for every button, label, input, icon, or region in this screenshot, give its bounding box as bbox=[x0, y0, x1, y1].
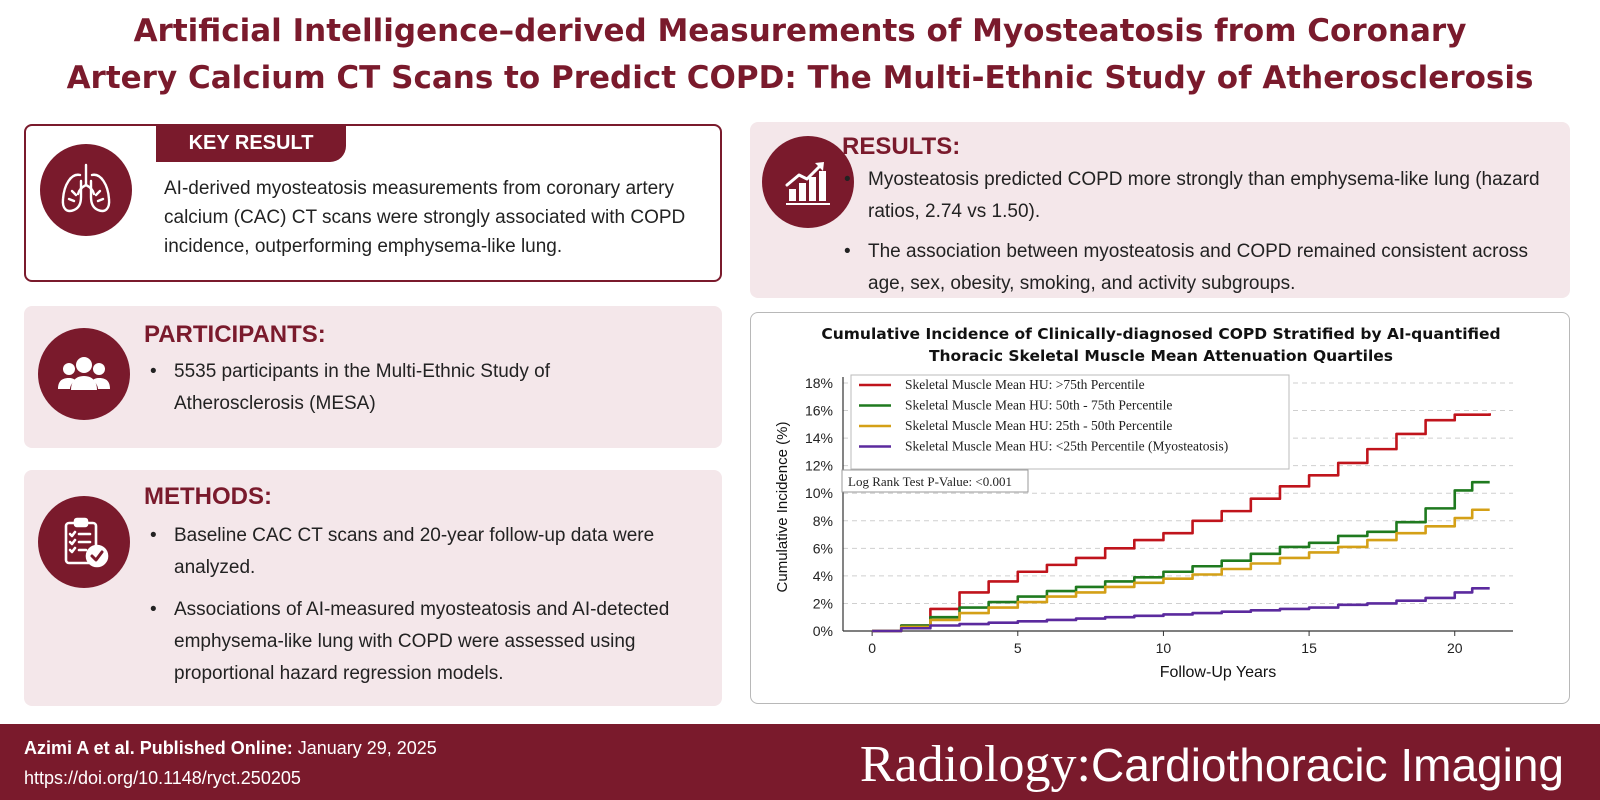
y-tick-label: 4% bbox=[813, 568, 833, 584]
legend-entry: Skeletal Muscle Mean HU: 25th - 50th Per… bbox=[905, 418, 1172, 433]
x-tick-label: 10 bbox=[1156, 640, 1172, 656]
legend-box bbox=[850, 374, 1290, 470]
y-tick-label: 8% bbox=[813, 513, 833, 529]
doi-link[interactable]: https://doi.org/10.1148/ryct.250205 bbox=[24, 768, 301, 788]
lungs-icon bbox=[40, 144, 132, 236]
results-heading: RESULTS: bbox=[842, 133, 961, 160]
log-rank-annotation: Log Rank Test P-Value: <0.001 bbox=[848, 474, 1012, 489]
legend-entry: Skeletal Muscle Mean HU: >75th Percentil… bbox=[905, 377, 1145, 392]
y-tick-label: 12% bbox=[805, 458, 833, 474]
chart-title-line-1: Cumulative Incidence of Clinically-diagn… bbox=[821, 325, 1501, 343]
key-result-label: KEY RESULT bbox=[156, 124, 346, 162]
list-item: 5535 participants in the Multi-Ethnic St… bbox=[146, 356, 646, 420]
clipboard-check-icon bbox=[38, 496, 130, 588]
series-line bbox=[872, 480, 1490, 633]
list-item: Baseline CAC CT scans and 20-year follow… bbox=[146, 520, 691, 584]
citation-date: January 29, 2025 bbox=[292, 738, 437, 758]
participants-heading: PARTICIPANTS: bbox=[144, 321, 326, 348]
list-item: Myosteatosis predicted COPD more strongl… bbox=[840, 164, 1540, 228]
results-panel: RESULTS: Myosteatosis predicted COPD mor… bbox=[750, 122, 1570, 298]
legend-entry: Skeletal Muscle Mean HU: 50th - 75th Per… bbox=[905, 398, 1172, 413]
journal-logo-part2: Cardiothoracic Imaging bbox=[1090, 739, 1564, 791]
methods-list: Baseline CAC CT scans and 20-year follow… bbox=[146, 520, 691, 690]
annotation-box bbox=[841, 469, 1029, 493]
y-axis-label: Cumulative Incidence (%) bbox=[774, 422, 791, 593]
y-tick-label: 2% bbox=[813, 595, 833, 611]
bar-chart-growth-icon bbox=[762, 136, 854, 228]
footer-bar: Azimi A et al. Published Online: January… bbox=[0, 724, 1600, 800]
title-line-1: Artificial Intelligence–derived Measurem… bbox=[133, 13, 1467, 49]
journal-logo-part1: Radiology: bbox=[859, 736, 1091, 793]
cumulative-incidence-chart: 0% 2% 4% 6% 8% 10% 12% 14% 16% 18% 0 5 10 15 20 Follow-… bbox=[774, 374, 1513, 681]
legend-entry: Skeletal Muscle Mean HU: <25th Percentil… bbox=[905, 439, 1228, 454]
citation-authors: Azimi A et al. Published Online: bbox=[24, 738, 293, 758]
journal-logo: Radiology:Cardiothoracic Imaging bbox=[860, 732, 1564, 800]
methods-panel: METHODS: Baseline CAC CT scans and 20-ye… bbox=[24, 470, 722, 706]
series-line bbox=[872, 413, 1491, 633]
x-tick-label: 20 bbox=[1447, 640, 1463, 656]
chart-panel: Cumulative Incidence of Clinically-diagn… bbox=[750, 312, 1570, 704]
x-tick-label: 5 bbox=[1014, 640, 1022, 656]
people-group-icon bbox=[38, 328, 130, 420]
y-tick-label: 6% bbox=[813, 540, 833, 556]
series-line bbox=[872, 586, 1490, 633]
y-tick-label: 14% bbox=[805, 430, 833, 446]
list-item: Associations of AI-measured myosteatosis… bbox=[146, 594, 691, 690]
participants-list: 5535 participants in the Multi-Ethnic St… bbox=[146, 356, 646, 420]
y-tick-label: 10% bbox=[805, 485, 833, 501]
title-line-2: Artery Calcium CT Scans to Predict COPD:… bbox=[66, 60, 1534, 96]
series-line bbox=[872, 508, 1490, 633]
y-tick-label: 18% bbox=[805, 375, 833, 391]
methods-heading: METHODS: bbox=[144, 483, 272, 510]
x-tick-label: 0 bbox=[868, 640, 876, 656]
key-result-panel: KEY RESULT AI-derived myosteatosis measu… bbox=[24, 124, 722, 282]
participants-panel: PARTICIPANTS: 5535 participants in the M… bbox=[24, 306, 722, 448]
page-title: Artificial Intelligence–derived Measurem… bbox=[0, 8, 1600, 102]
citation: Azimi A et al. Published Online: January… bbox=[24, 736, 437, 760]
y-tick-label: 16% bbox=[805, 403, 833, 419]
x-axis-label: Follow-Up Years bbox=[1160, 664, 1277, 681]
key-result-text: AI-derived myosteatosis measurements fro… bbox=[164, 178, 686, 257]
results-list: Myosteatosis predicted COPD more strongl… bbox=[840, 164, 1540, 300]
chart-title: Cumulative Incidence of Clinically-diagn… bbox=[751, 323, 1571, 367]
y-tick-label: 0% bbox=[813, 623, 833, 639]
x-tick-label: 15 bbox=[1301, 640, 1317, 656]
chart-title-line-2: Thoracic Skeletal Muscle Mean Attenuatio… bbox=[928, 347, 1394, 365]
list-item: The association between myosteatosis and… bbox=[840, 236, 1540, 300]
